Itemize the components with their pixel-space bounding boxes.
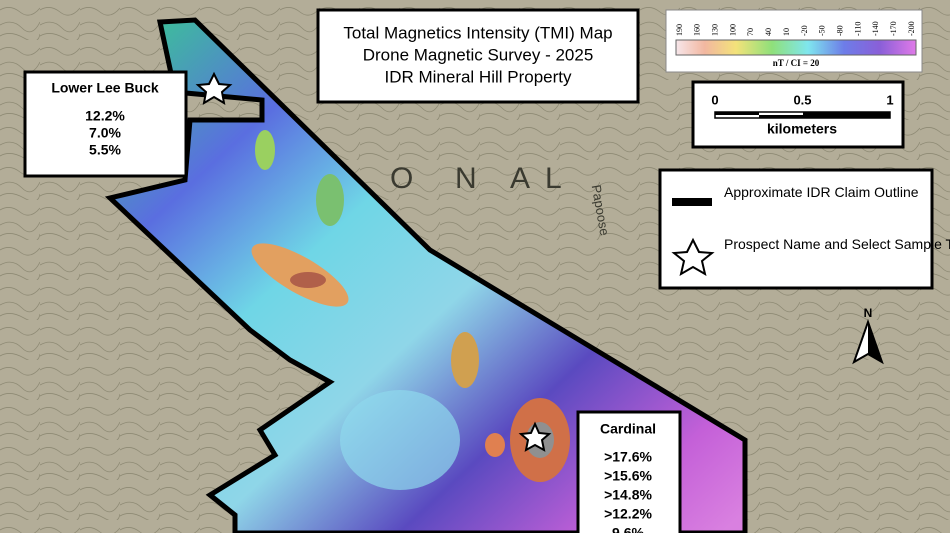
north-label: N <box>864 306 873 320</box>
map-label: A <box>510 162 530 195</box>
prospect-name: Lower Lee Buck <box>51 80 159 96</box>
color-scale-tick-label: 190 <box>675 24 684 36</box>
title-line: Total Magnetics Intensity (TMI) Map <box>343 23 612 42</box>
color-scale-tick-label: -20 <box>800 25 809 36</box>
color-scale-tick-label: 130 <box>711 24 720 36</box>
color-scale-tick-label: -200 <box>907 21 916 36</box>
scale-bar-tick-label: 1 <box>886 92 893 107</box>
prospect-star <box>195 71 233 105</box>
prospect-star <box>518 421 552 452</box>
scale-bar-tick-label: 0 <box>711 92 718 107</box>
color-scale-unit: nT / CI = 20 <box>773 58 820 68</box>
map-label: N <box>455 162 477 195</box>
legend-label: Prospect Name and Select Sample TREO <box>724 236 950 252</box>
prospect-value: 12.2% <box>85 108 125 124</box>
prospect-box <box>576 410 682 538</box>
map-label: O <box>390 162 415 195</box>
scale-bar-unit: kilometers <box>767 121 837 137</box>
prospect-value: 9.6% <box>612 525 644 533</box>
prospect-name: Cardinal <box>600 421 656 437</box>
prospect-value: >17.6% <box>604 449 652 465</box>
color-scale-tick-label: 160 <box>693 24 702 36</box>
prospect-box <box>23 70 188 178</box>
legend-line-symbol <box>672 198 712 206</box>
color-scale-tick-label: -110 <box>853 22 862 36</box>
color-scale-tick-label: -170 <box>889 21 898 36</box>
prospect-value: 7.0% <box>89 125 121 141</box>
color-scale-ticks: 190 160 130 100 70 40 10 -20 -50 -80 -110 -140 -170-… <box>675 21 916 36</box>
legend-star-symbol <box>671 237 715 277</box>
prospect-value: >12.2% <box>604 506 652 522</box>
legend-label-text: Prospect Name and Select Sample TREO <box>724 236 950 252</box>
color-scale-tick-label: -80 <box>835 25 844 36</box>
color-scale-tick-label: 70 <box>746 28 755 36</box>
legend-label: Approximate IDR Claim Outline <box>724 184 919 200</box>
color-scale-tick-label: 100 <box>728 24 737 36</box>
map-label: L <box>545 162 562 195</box>
color-scale-tick-label: 10 <box>782 28 791 36</box>
title-line: Drone Magnetic Survey - 2025 <box>363 45 594 64</box>
color-scale-tick-label: 40 <box>764 28 773 36</box>
scale-bar: 0 0.5 1 <box>711 92 894 119</box>
legend-label-text: Approximate IDR Claim Outline <box>724 184 919 200</box>
color-scale-tick-label: -140 <box>871 21 880 36</box>
north-arrow-shade <box>868 322 882 362</box>
prospect-value: 5.5% <box>89 142 121 158</box>
prospect-value: >15.6% <box>604 468 652 484</box>
title-line: IDR Mineral Hill Property <box>384 67 572 86</box>
prospect-labels: Lower Lee Buck 12.2%7.0%5.5% Cardinal >17.6… <box>51 80 656 538</box>
color-scale-tick-label: -50 <box>818 25 827 36</box>
title-box <box>316 8 640 104</box>
prospect-value: >14.8% <box>604 487 652 503</box>
scale-bar-tick-label: 0.5 <box>793 92 811 107</box>
legend-box <box>658 168 934 290</box>
color-scale-bar <box>675 39 917 56</box>
